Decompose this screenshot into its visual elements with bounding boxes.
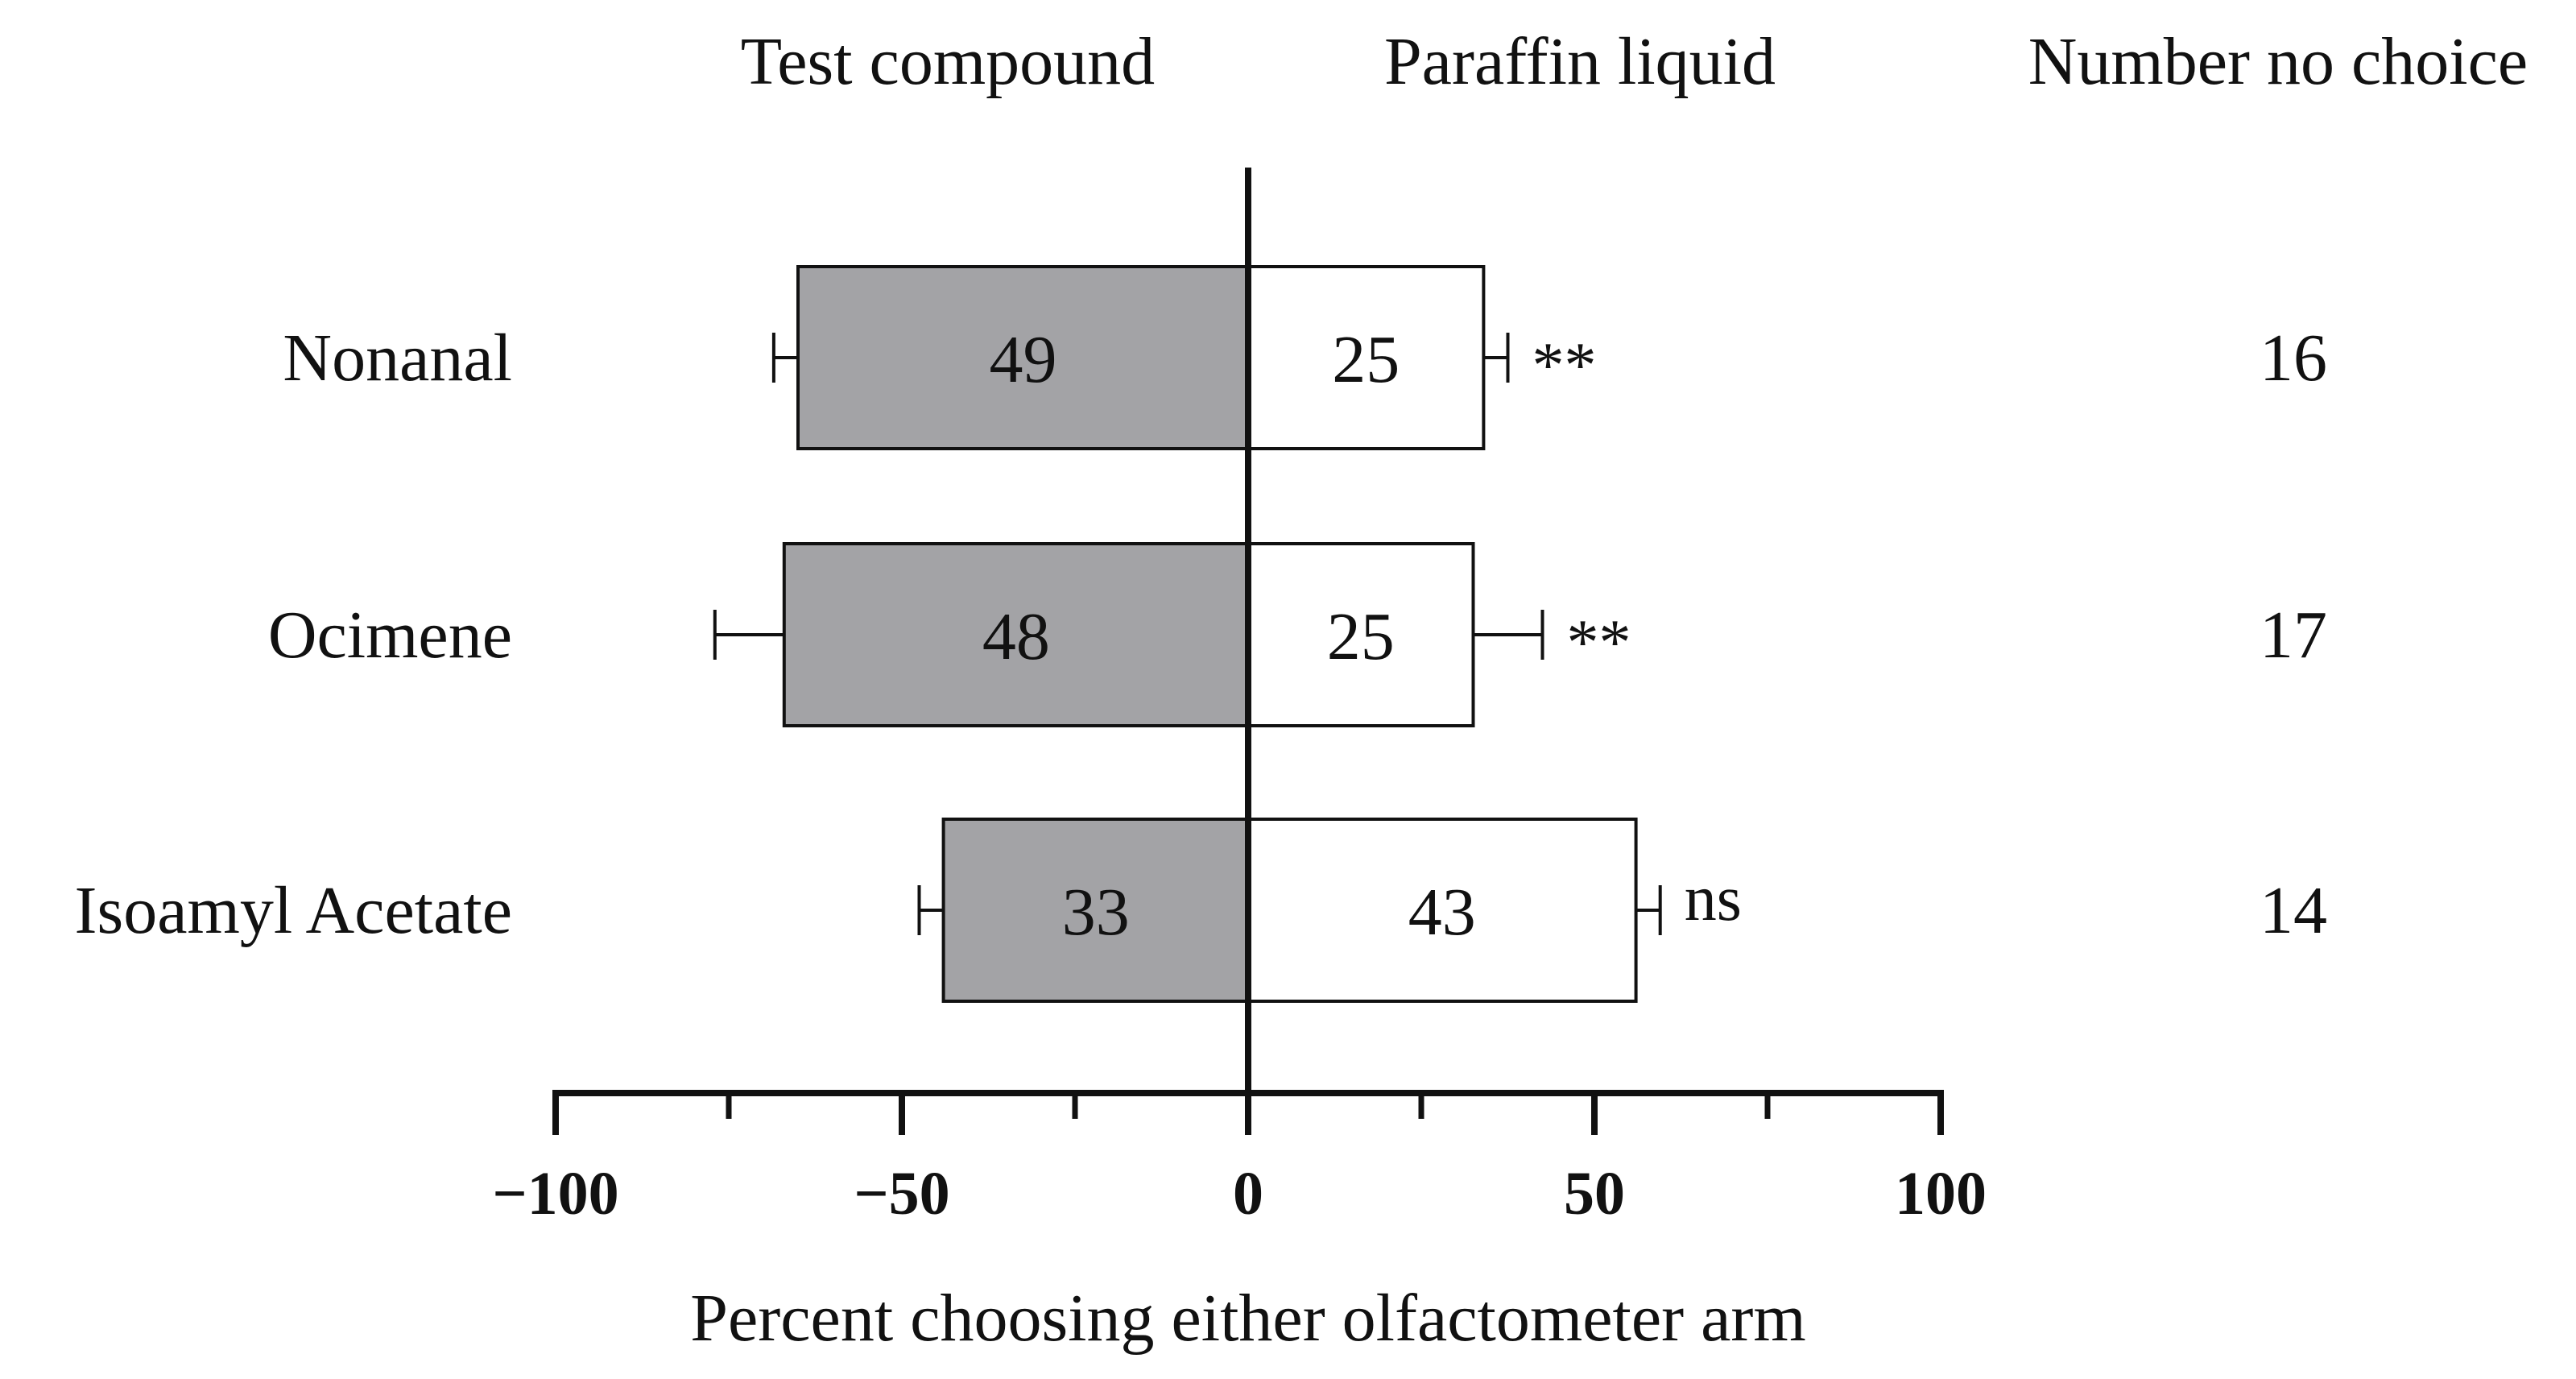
bar-label-test-1: 49 <box>990 322 1057 397</box>
x-tick-label-1: −100 <box>492 1160 618 1228</box>
bar-label-test-3: 33 <box>1062 875 1130 950</box>
error-bar-paraffin-2 <box>1473 610 1544 660</box>
bar-test-1 <box>796 265 1250 450</box>
x-tick-label-3: 0 <box>1233 1160 1263 1228</box>
bar-label-test-2: 48 <box>982 599 1050 674</box>
x-axis-label: Percent choosing either olfactometer arm <box>690 1281 1805 1356</box>
category-label-1: Nonanal <box>283 321 512 395</box>
error-bar-paraffin-3 <box>1635 885 1662 935</box>
bars-layer <box>713 168 1662 1093</box>
error-bar-test-2 <box>713 610 784 660</box>
bar-label-paraffin-3: 43 <box>1408 875 1476 950</box>
category-label-2: Ocimene <box>268 598 512 673</box>
bar-label-paraffin-2: 25 <box>1327 599 1395 674</box>
error-bar-paraffin-1 <box>1483 333 1510 383</box>
bar-test-2 <box>782 542 1250 727</box>
error-bar-test-1 <box>771 333 798 383</box>
bar-label-paraffin-1: 25 <box>1332 322 1400 397</box>
x-tick-label-4: 50 <box>1564 1160 1625 1228</box>
no-choice-count-1: 16 <box>2260 321 2327 395</box>
x-tick-label-5: 100 <box>1895 1160 1987 1228</box>
header-paraffin-liquid: Paraffin liquid <box>1384 24 1776 99</box>
column-headers: Test compound Paraffin liquid Number no … <box>741 24 2528 99</box>
significance-marker-2: ** <box>1567 607 1631 678</box>
labels-layer: 49 25 Nonanal ** 16 48 25 Ocimene ** 17 33 43 Isoamy… <box>75 321 2327 950</box>
significance-marker-3: ns <box>1685 863 1742 934</box>
bar-paraffin-1 <box>1247 265 1486 450</box>
header-number-no-choice: Number no choice <box>2028 24 2528 99</box>
bar-paraffin-3 <box>1247 818 1638 1003</box>
category-label-3: Isoamyl Acetate <box>75 873 512 948</box>
header-test-compound: Test compound <box>741 24 1155 99</box>
no-choice-count-2: 17 <box>2260 598 2327 673</box>
x-tick-label-2: −50 <box>854 1160 949 1228</box>
no-choice-count-3: 14 <box>2260 873 2327 948</box>
bar-paraffin-2 <box>1247 542 1475 727</box>
significance-marker-1: ** <box>1532 330 1597 401</box>
x-axis: −100 −50 0 50 100 <box>492 1090 1987 1228</box>
error-bar-test-3 <box>917 885 944 935</box>
